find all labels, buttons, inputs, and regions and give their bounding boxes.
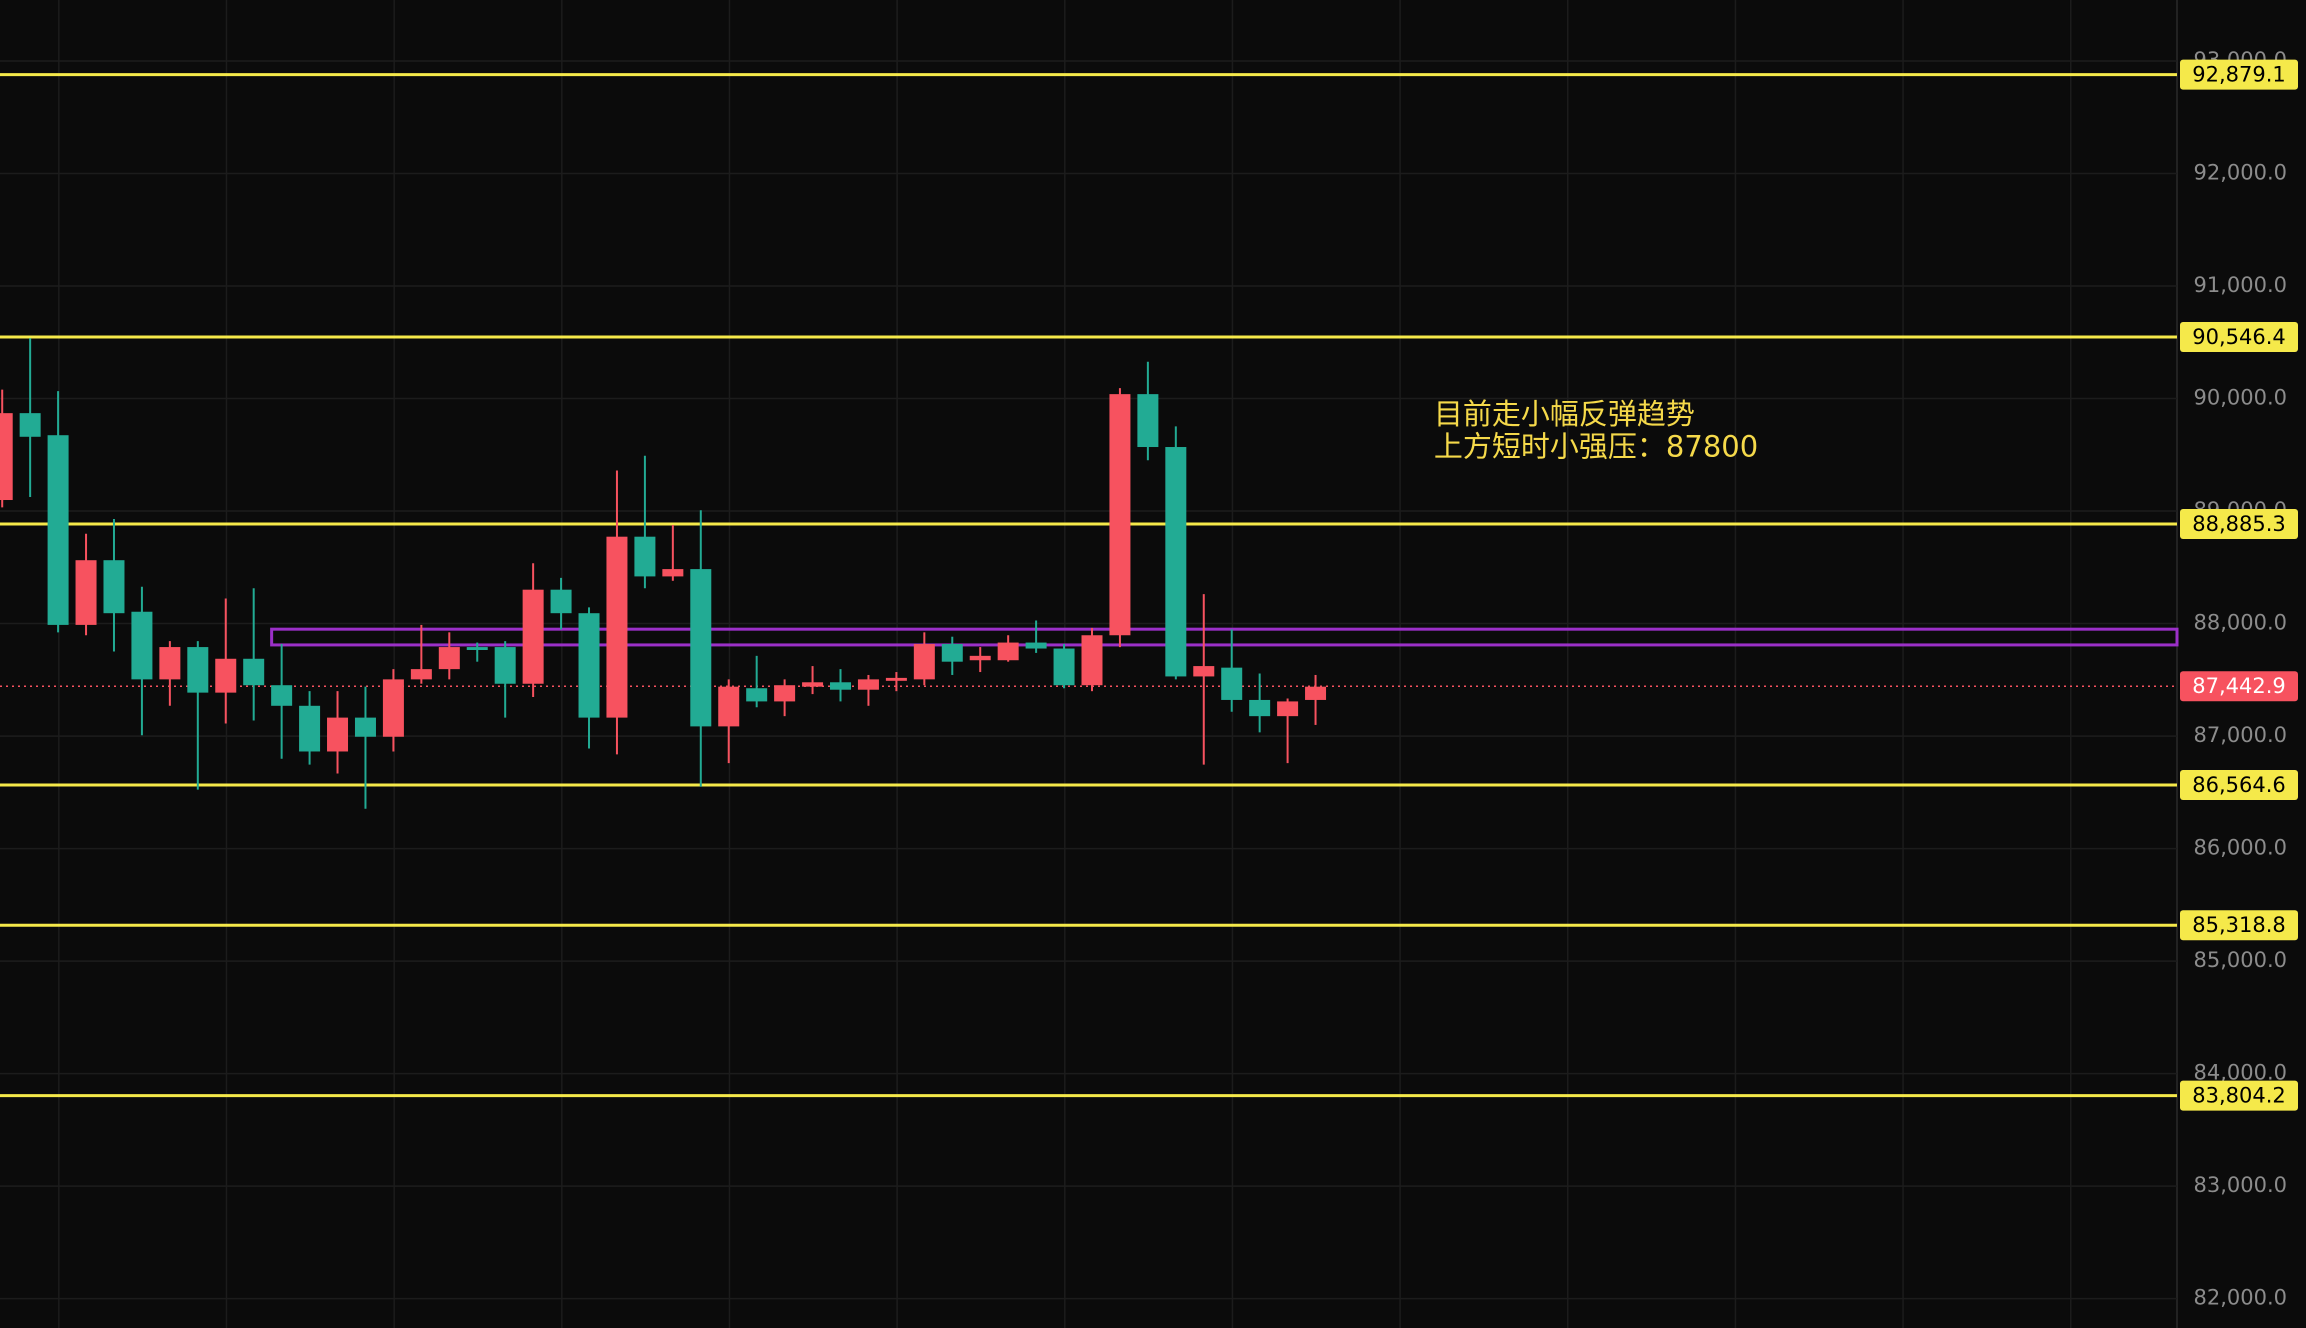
annotation: 上方短时小强压：87800 xyxy=(1434,430,1758,464)
candle-body xyxy=(1249,699,1271,717)
level-label-box xyxy=(2180,322,2298,353)
candle-body xyxy=(0,413,13,501)
candle-body xyxy=(1193,666,1215,677)
y-tick-label: 86,000.0 xyxy=(2193,836,2287,860)
candle-body xyxy=(522,589,544,684)
candle-body xyxy=(47,435,69,625)
candle-body xyxy=(299,705,321,752)
level-label: 90,546.4 xyxy=(2192,325,2286,349)
y-tick-label: 90,000.0 xyxy=(2193,386,2287,410)
candle-body xyxy=(913,644,935,680)
level-label: 92,879.1 xyxy=(2192,63,2286,87)
candle-body xyxy=(1109,394,1131,636)
y-tick-label: 88,000.0 xyxy=(2193,611,2287,635)
candle-body xyxy=(410,669,432,680)
candle-body xyxy=(103,560,125,614)
level-label: 85,318.8 xyxy=(2192,913,2286,937)
last-price-label-box xyxy=(2180,671,2298,702)
y-tick-label: 87,000.0 xyxy=(2193,723,2287,747)
candle-body xyxy=(271,685,293,706)
candle-body xyxy=(1305,686,1327,700)
y-tick-label: 82,000.0 xyxy=(2193,1286,2287,1310)
candle-body xyxy=(718,686,740,727)
level-label-box xyxy=(2180,508,2298,539)
y-tick-label: 83,000.0 xyxy=(2193,1173,2287,1197)
candle-body xyxy=(438,647,460,670)
annotation: 目前走小幅反弹趋势 xyxy=(1434,397,1695,431)
y-tick-label: 84,000.0 xyxy=(2193,1061,2287,1085)
candle-body xyxy=(1081,635,1103,686)
candle-body xyxy=(1137,394,1159,448)
candle-body xyxy=(159,647,181,680)
level-label-box xyxy=(2180,59,2298,90)
candle-body xyxy=(187,647,209,693)
candle-body xyxy=(19,413,41,437)
candle-body xyxy=(774,685,796,702)
candle-body xyxy=(690,569,712,727)
candle-body xyxy=(466,647,488,650)
level-label: 83,804.2 xyxy=(2192,1084,2286,1108)
candle-body xyxy=(885,677,907,681)
candle-body xyxy=(354,717,376,737)
candle-body xyxy=(662,569,684,577)
level-label: 88,885.3 xyxy=(2192,512,2286,536)
last-price-label: 87,442.9 xyxy=(2192,674,2286,698)
candle-body xyxy=(1165,447,1187,677)
candle-body xyxy=(327,717,349,752)
candle-body xyxy=(131,611,153,680)
candle-body xyxy=(746,688,768,702)
candle-body xyxy=(997,642,1019,661)
candle-body xyxy=(606,536,628,718)
candle-body xyxy=(578,613,600,718)
candle-body xyxy=(1221,667,1243,700)
y-tick-label: 91,000.0 xyxy=(2193,273,2287,297)
candle-body xyxy=(494,647,516,684)
candle-body xyxy=(1053,648,1075,686)
level-label-box xyxy=(2180,1080,2298,1111)
candle-body xyxy=(550,589,572,614)
candle-body xyxy=(382,679,404,737)
candle-body xyxy=(75,560,97,625)
candle-body xyxy=(857,679,879,690)
y-tick-label: 92,000.0 xyxy=(2193,160,2287,184)
resistance-zone xyxy=(270,627,2179,647)
y-tick-label: 85,000.0 xyxy=(2193,948,2287,972)
candle-body xyxy=(802,682,824,687)
candle-body xyxy=(1025,642,1047,649)
level-label: 86,564.6 xyxy=(2192,773,2286,797)
candle-body xyxy=(243,658,265,686)
level-label-box xyxy=(2180,770,2298,801)
level-label-box xyxy=(2180,910,2298,941)
candle-body xyxy=(1277,701,1299,717)
candle-body xyxy=(830,682,852,690)
candle-body xyxy=(215,658,237,693)
candle-body xyxy=(634,536,656,577)
candle-body xyxy=(941,644,963,662)
candle-body xyxy=(969,655,991,661)
